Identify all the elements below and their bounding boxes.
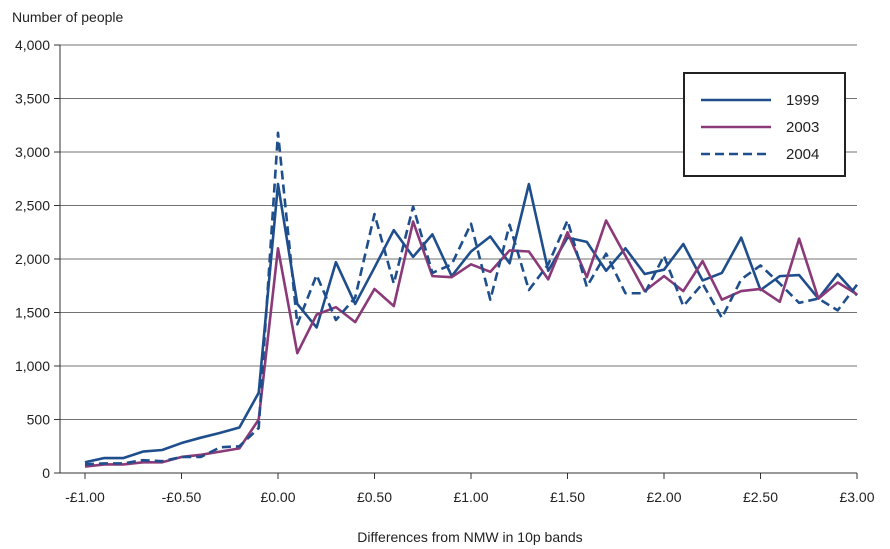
y-tick-label-1: 500 xyxy=(27,412,51,428)
series-line-2004 xyxy=(84,131,859,466)
y-axis-ticks: 0 500 1,000 1,500 2,000 2,500 3,000 3,500 4,000 xyxy=(15,37,60,481)
x-tick-label-2: £0.00 xyxy=(260,489,295,505)
y-tick-label-2: 1,000 xyxy=(15,358,50,374)
x-tick-label-3: £0.50 xyxy=(357,489,392,505)
x-tick-label-6: £2.00 xyxy=(646,489,681,505)
y-axis-title: Number of people xyxy=(12,9,124,25)
y-tick-label-7: 3,500 xyxy=(15,91,50,107)
legend-label-2003: 2003 xyxy=(786,119,819,136)
series-line-2003 xyxy=(84,219,858,468)
y-tick-label-5: 2,500 xyxy=(15,198,50,214)
x-tick-label-1: -£0.50 xyxy=(162,489,202,505)
x-axis-title: Differences from NMW in 10p bands xyxy=(357,529,582,545)
legend-box xyxy=(683,72,846,177)
grid-lines xyxy=(60,44,857,420)
y-tick-label-3: 1,500 xyxy=(15,305,50,321)
y-tick-label-4: 2,000 xyxy=(15,251,50,267)
x-tick-label-4: £1.00 xyxy=(453,489,488,505)
series-layer xyxy=(84,131,859,468)
x-tick-label-7: £2.50 xyxy=(743,489,778,505)
y-tick-label-8: 4,000 xyxy=(15,37,50,53)
legend-label-2004: 2004 xyxy=(786,146,819,163)
x-axis-ticks: -£1.00 -£0.50 £0.00 £0.50 £1.00 £1.50 £2.00 £2.… xyxy=(65,473,875,505)
legend-label-1999: 1999 xyxy=(786,92,819,109)
legend: 1999 2003 2004 xyxy=(683,72,846,177)
x-tick-label-0: -£1.00 xyxy=(65,489,105,505)
series-line-1999 xyxy=(84,182,858,464)
y-tick-label-0: 0 xyxy=(42,465,50,481)
x-tick-label-8: £3.00 xyxy=(839,489,874,505)
x-tick-label-5: £1.50 xyxy=(550,489,585,505)
y-tick-label-6: 3,000 xyxy=(15,144,50,160)
